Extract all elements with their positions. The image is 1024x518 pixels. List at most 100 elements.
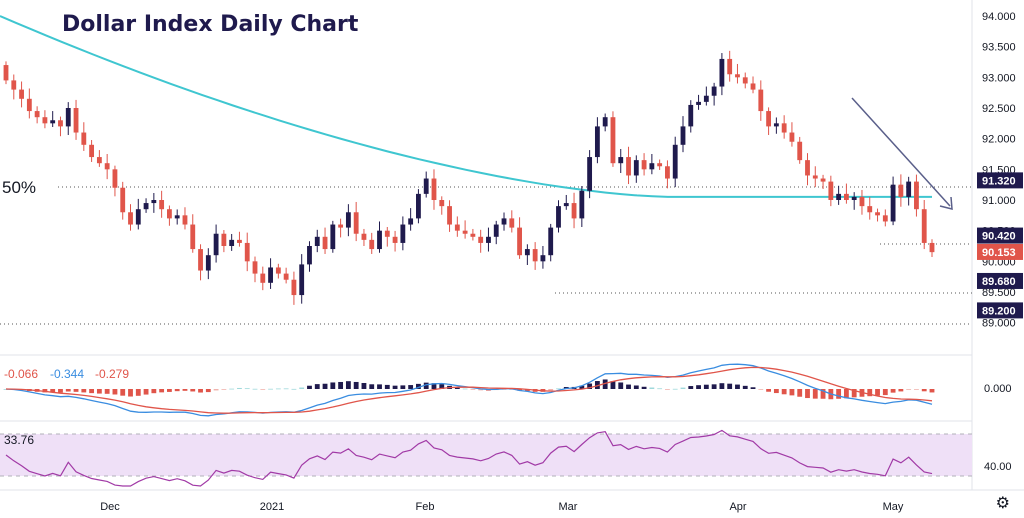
candle <box>649 154 655 175</box>
candle <box>345 204 351 237</box>
candle <box>128 204 133 231</box>
candle <box>882 209 888 227</box>
macd-line-value: -0.344 <box>50 367 84 381</box>
candle-body <box>602 117 608 127</box>
candle-body <box>493 224 499 237</box>
candle-body <box>486 236 491 243</box>
candle-body <box>252 261 258 274</box>
candle <box>618 148 624 174</box>
macd-histogram-bar <box>104 389 110 394</box>
candle-body <box>159 200 165 210</box>
price-tag-bg <box>977 243 1023 260</box>
price-tag-label: 91.320 <box>982 175 1016 187</box>
candle <box>408 208 414 231</box>
candle-body <box>540 255 546 262</box>
candle-body <box>805 160 810 176</box>
candle-body <box>166 209 172 219</box>
candle <box>42 110 48 129</box>
candle-body <box>929 242 935 253</box>
macd-histogram-bar <box>890 389 896 393</box>
candle <box>556 200 561 233</box>
candle-body <box>750 83 756 90</box>
candle <box>851 192 857 210</box>
candle-body <box>190 224 196 250</box>
macd-histogram-bar <box>470 389 476 390</box>
macd-histogram-bar <box>205 389 211 393</box>
candle <box>719 53 725 96</box>
candle <box>773 117 779 134</box>
macd-histogram-bar <box>166 389 172 392</box>
price-tag: 89.200 <box>977 302 1023 319</box>
candle <box>190 214 196 253</box>
candle <box>81 122 87 151</box>
candle <box>914 174 919 217</box>
macd-histogram-bar <box>89 389 95 394</box>
price-tick-label: 94.000 <box>982 11 1016 23</box>
candle-body <box>89 144 95 158</box>
candle-body <box>797 141 803 161</box>
candle-body <box>338 224 344 228</box>
price-tag-bg <box>977 302 1023 319</box>
candle-body <box>322 236 328 250</box>
candle <box>703 86 709 106</box>
candle <box>338 218 344 238</box>
candle-body <box>291 279 297 296</box>
candle <box>812 166 818 188</box>
candle-body <box>439 200 445 207</box>
candle <box>766 107 772 135</box>
candle-body <box>96 157 102 164</box>
price-tag: 90.153 <box>977 243 1023 260</box>
candle-body <box>454 224 460 231</box>
candle <box>657 159 663 170</box>
candle-body <box>789 132 795 142</box>
candle-body <box>42 117 48 124</box>
macd-histogram-bar <box>750 387 756 389</box>
macd-histogram-bar <box>875 389 880 396</box>
candle-body <box>408 218 414 225</box>
candle <box>34 106 40 124</box>
candle <box>501 212 507 231</box>
candle-body <box>34 111 40 118</box>
candle-body <box>882 215 888 222</box>
macd-histogram-bar <box>299 387 305 389</box>
candle-body <box>369 239 375 250</box>
candle-body <box>470 233 476 237</box>
candle <box>462 220 468 239</box>
price-tag: 89.680 <box>977 272 1023 289</box>
macd-histogram-bar <box>587 383 593 389</box>
candle-body <box>377 230 382 250</box>
candle <box>159 190 165 218</box>
candle-body <box>641 160 647 170</box>
trend-arrow-head <box>939 196 953 210</box>
price-tick-label: 93.500 <box>982 42 1016 54</box>
candle <box>182 207 188 230</box>
macd-histogram-bar <box>703 384 709 389</box>
macd-histogram-bar <box>851 389 857 398</box>
candle <box>369 232 375 254</box>
macd-histogram-bar <box>602 379 608 389</box>
candle <box>431 169 437 210</box>
candle <box>314 229 320 253</box>
candle-body <box>579 190 585 219</box>
candle-body <box>626 157 631 176</box>
candle <box>781 115 787 139</box>
candle-body <box>268 267 273 283</box>
candle <box>571 192 577 229</box>
macd-histogram-bar <box>657 388 663 390</box>
candle-body <box>828 181 834 200</box>
candle <box>875 208 880 222</box>
candle-body <box>524 249 530 256</box>
candle <box>283 267 289 284</box>
candle-body <box>812 175 818 179</box>
candle <box>96 150 102 167</box>
candle-body <box>353 212 359 234</box>
candle <box>486 227 491 252</box>
macd-histogram-bar <box>556 388 561 390</box>
macd-histogram-bar <box>143 389 149 395</box>
macd-histogram-bar <box>237 387 242 389</box>
candle-body <box>65 108 71 127</box>
macd-histogram-bar <box>361 382 367 389</box>
candle-body <box>447 206 452 225</box>
settings-gear-icon[interactable]: ⚙ <box>995 493 1010 512</box>
